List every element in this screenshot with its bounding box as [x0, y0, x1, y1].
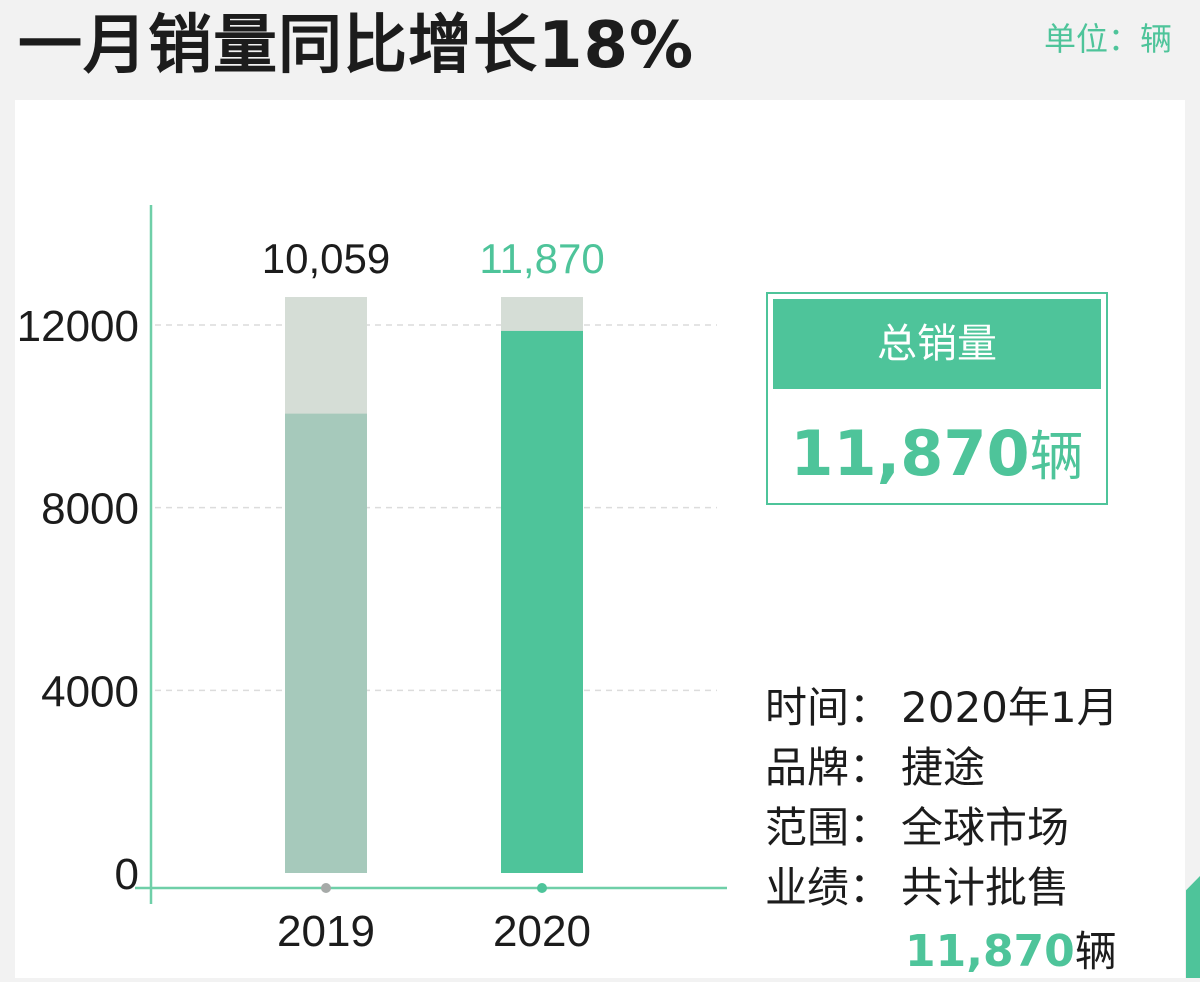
info-total-unit: 辆 [1074, 927, 1117, 976]
info-label-time: 时间： [765, 683, 892, 732]
total-sales-unit: 辆 [1029, 425, 1084, 488]
total-sales-value-line: 11,870辆 [768, 412, 1106, 491]
info-value-performance: 共计批售 [901, 863, 1070, 912]
info-value-brand: 捷途 [901, 743, 986, 792]
x-tick-dot [537, 883, 547, 893]
info-total-value: 11,870 [905, 926, 1075, 977]
y-tick-label: 0 [115, 850, 139, 899]
data-label: 10,059 [262, 235, 390, 282]
bar-chart: 0 4000 8000 12000 10,059 11,870 2019 2020 [17, 205, 727, 956]
info-total-line: 11,870辆 [765, 922, 1119, 982]
x-tick-dot [321, 883, 331, 893]
x-tick-label: 2020 [493, 907, 591, 956]
info-row-performance: 业绩： 共计批售 [765, 858, 1119, 918]
info-label-brand: 品牌： [765, 743, 892, 792]
bar-2020 [501, 330, 583, 873]
y-tick-label: 4000 [41, 667, 139, 716]
total-sales-value: 11,870 [790, 417, 1030, 490]
info-block: 时间： 2020年1月 品牌： 捷途 范围： 全球市场 业绩： 共计批售 11,870辆 [765, 678, 1119, 982]
info-value-time: 2020年1月 [901, 683, 1119, 732]
y-tick-label: 12000 [17, 302, 139, 351]
info-label-scope: 范围： [765, 803, 892, 852]
page-title: 一月销量同比增长18% [18, 9, 695, 83]
info-label-performance: 业绩： [765, 863, 892, 912]
bar-2019 [285, 413, 367, 873]
total-sales-label: 总销量 [773, 299, 1101, 389]
data-label: 11,870 [479, 235, 604, 282]
y-tick-label: 8000 [41, 485, 139, 534]
info-row-scope: 范围： 全球市场 [765, 798, 1119, 858]
info-row-brand: 品牌： 捷途 [765, 738, 1119, 798]
info-row-time: 时间： 2020年1月 [765, 678, 1119, 738]
total-sales-box: 总销量 11,870辆 [766, 292, 1108, 505]
info-value-scope: 全球市场 [901, 803, 1070, 852]
chart-panel: 0 4000 8000 12000 10,059 11,870 2019 2020 总销量 1… [15, 100, 1185, 978]
x-tick-label: 2019 [277, 907, 375, 956]
unit-label: 单位：辆 [1043, 20, 1172, 58]
corner-decoration [1186, 876, 1200, 978]
